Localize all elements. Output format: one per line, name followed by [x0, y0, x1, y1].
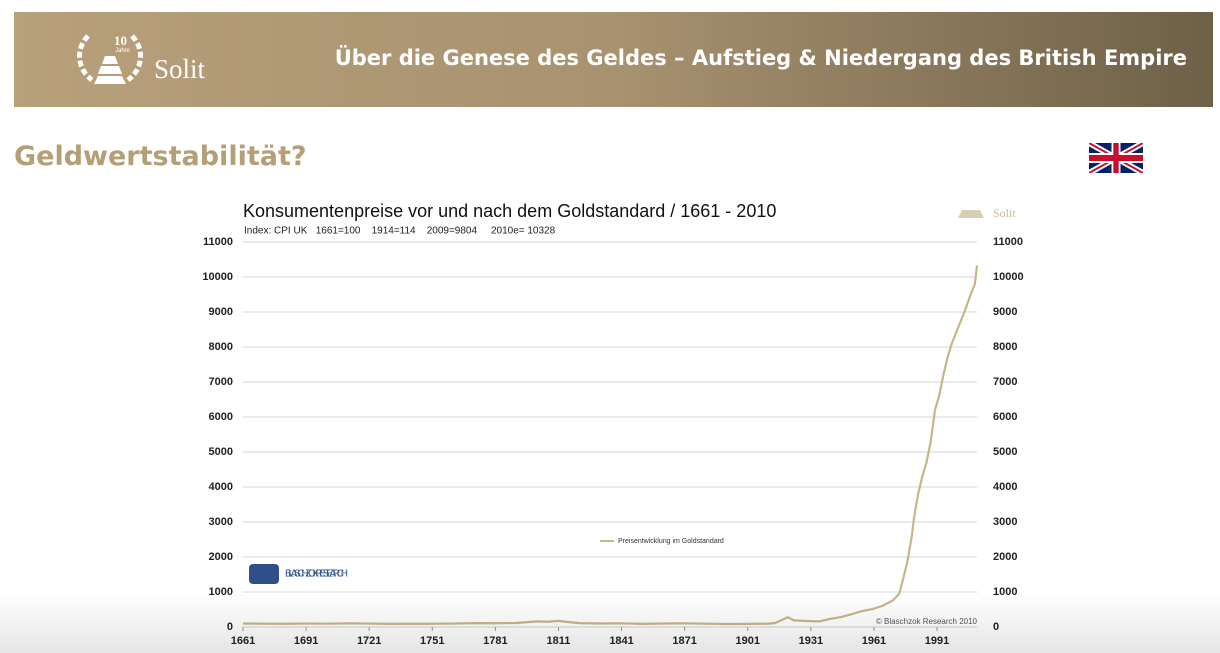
y-tick-label: 5000	[209, 446, 233, 458]
y-tick-label: 8000	[209, 341, 233, 353]
y-tick-label: 1000	[209, 586, 233, 598]
x-tick-label: 1751	[420, 635, 444, 647]
x-tick-label: 1961	[862, 635, 886, 647]
y-tick-label: 11000	[203, 236, 233, 248]
legend-label: Preisentwicklung im Goldstandard	[618, 538, 724, 545]
y2-tick-label: 7000	[993, 376, 1017, 388]
x-tick-label: 1871	[672, 635, 696, 647]
logo-number: 10	[114, 33, 127, 48]
series-line	[242, 265, 979, 626]
logo-sub: Jahre	[115, 48, 131, 54]
x-tick-label: 1901	[736, 635, 760, 647]
y2-tick-label: 3000	[993, 516, 1017, 528]
y-tick-label: 0	[227, 621, 233, 633]
y2-tick-label: 6000	[993, 411, 1017, 423]
watermark-logo: Solit	[958, 206, 1016, 220]
y-tick-label: 7000	[209, 376, 233, 388]
y-tick-label: 3000	[209, 516, 233, 528]
watermark: Solit	[993, 206, 1016, 220]
y-tick-label: 10000	[202, 271, 233, 283]
y2-tick-label: 2000	[993, 551, 1017, 563]
y2-tick-label: 0	[993, 621, 999, 633]
y2-tick-label: 9000	[993, 306, 1017, 318]
logo-icon	[77, 34, 143, 84]
header-bar: 10 Jahre Solit Über die Genese des Gelde…	[14, 12, 1213, 107]
y-tick-label: 2000	[209, 551, 233, 563]
brand: Solit	[154, 54, 206, 84]
y2-tick-label: 8000	[993, 341, 1017, 353]
x-tick-label: 1811	[547, 635, 571, 647]
x-tick-label: 1991	[925, 635, 949, 647]
y2-tick-label: 10000	[993, 271, 1024, 283]
y-tick-label: 6000	[209, 411, 233, 423]
x-tick-label: 1781	[483, 635, 507, 647]
copyright: © Blaschzok Research 2010	[876, 617, 978, 626]
header-title: Über die Genese des Geldes – Aufstieg & …	[334, 46, 1187, 70]
chart-subtitle: Index: CPI UK 1661=100 1914=114 2009=980…	[244, 226, 556, 237]
slide-heading: Geldwertstabilität?	[14, 141, 307, 172]
x-tick-label: 1931	[799, 635, 823, 647]
y2-tick-label: 11000	[993, 236, 1023, 248]
y2-tick-label: 4000	[993, 481, 1017, 493]
source-logo-text: BLASCHZOK RESEARCH	[285, 569, 349, 580]
x-tick-label: 1691	[294, 635, 318, 647]
x-tick-label: 1841	[609, 635, 633, 647]
source-logo: BLASCHZOK RESEARCH	[249, 564, 349, 584]
chart-title: Konsumentenpreise vor und nach dem Golds…	[243, 201, 776, 221]
y-tick-label: 9000	[209, 306, 233, 318]
y2-tick-label: 1000	[993, 586, 1017, 598]
x-tick-label: 1661	[231, 635, 255, 647]
x-tick-label: 1721	[357, 635, 381, 647]
y2-tick-label: 5000	[993, 446, 1017, 458]
y-tick-label: 4000	[209, 481, 233, 493]
uk-flag[interactable]	[1089, 143, 1143, 173]
